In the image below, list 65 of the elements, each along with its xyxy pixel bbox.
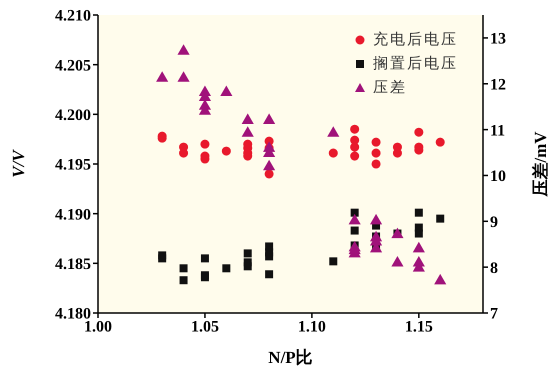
- x-axis-title: N/P比: [268, 348, 313, 367]
- x-tick-label: 1.05: [190, 318, 219, 336]
- point: [372, 159, 381, 169]
- point: [350, 226, 359, 235]
- y2-tick-label: 10: [490, 168, 506, 186]
- point: [391, 256, 404, 267]
- point: [414, 208, 423, 217]
- y-axis-title: V/V: [9, 148, 28, 178]
- point: [222, 264, 230, 272]
- y-tick-label: 4.190: [55, 206, 91, 224]
- point: [370, 214, 382, 224]
- y2-tick-label: 7: [490, 306, 498, 323]
- point: [264, 169, 274, 178]
- y2-tick-label: 9: [490, 214, 498, 231]
- point: [350, 142, 360, 152]
- point: [242, 126, 254, 137]
- point: [263, 113, 276, 124]
- point: [372, 148, 381, 158]
- x-tick-label: 1.10: [298, 318, 326, 336]
- point: [180, 276, 188, 284]
- y-tick-label: 4.205: [55, 57, 91, 74]
- y2-axis-title: 压差/mV: [531, 130, 550, 198]
- point: [177, 44, 190, 55]
- point: [200, 254, 209, 262]
- point: [177, 71, 190, 82]
- point: [436, 214, 444, 223]
- x-tick-label: 1.00: [84, 318, 112, 336]
- y2-tick-label: 8: [490, 260, 498, 277]
- point: [350, 124, 360, 134]
- legend-label: 充电后电压: [373, 30, 458, 50]
- point: [436, 138, 445, 147]
- point: [327, 126, 340, 137]
- point: [350, 208, 359, 217]
- point: [200, 140, 210, 149]
- point: [414, 128, 424, 137]
- y-tick-label: 4.200: [55, 107, 91, 124]
- point: [244, 262, 252, 270]
- point: [348, 214, 361, 224]
- point: [242, 113, 254, 124]
- point: [328, 148, 338, 158]
- point: [265, 270, 274, 278]
- point: [350, 152, 360, 161]
- point: [391, 228, 404, 238]
- point: [414, 230, 423, 238]
- point: [434, 274, 446, 284]
- point: [158, 254, 166, 262]
- legend-label: 搁置后电压: [373, 54, 458, 74]
- x-tick-label: 1.15: [404, 318, 433, 336]
- point: [329, 257, 338, 266]
- point: [263, 160, 276, 170]
- legend-label: 压差: [373, 78, 407, 98]
- y2-tick-label: 11: [490, 122, 506, 140]
- y-tick-label: 4.210: [55, 8, 91, 25]
- y2-tick-label: 13: [490, 30, 506, 48]
- point: [244, 249, 252, 258]
- point: [265, 252, 274, 260]
- point: [222, 146, 231, 156]
- y2-tick-label: 12: [490, 76, 506, 94]
- y-tick-label: 4.195: [55, 156, 91, 174]
- point: [156, 71, 168, 82]
- point: [412, 242, 425, 252]
- point: [220, 85, 232, 96]
- y-tick-label: 4.185: [55, 256, 91, 274]
- point: [372, 138, 381, 147]
- point: [180, 264, 188, 272]
